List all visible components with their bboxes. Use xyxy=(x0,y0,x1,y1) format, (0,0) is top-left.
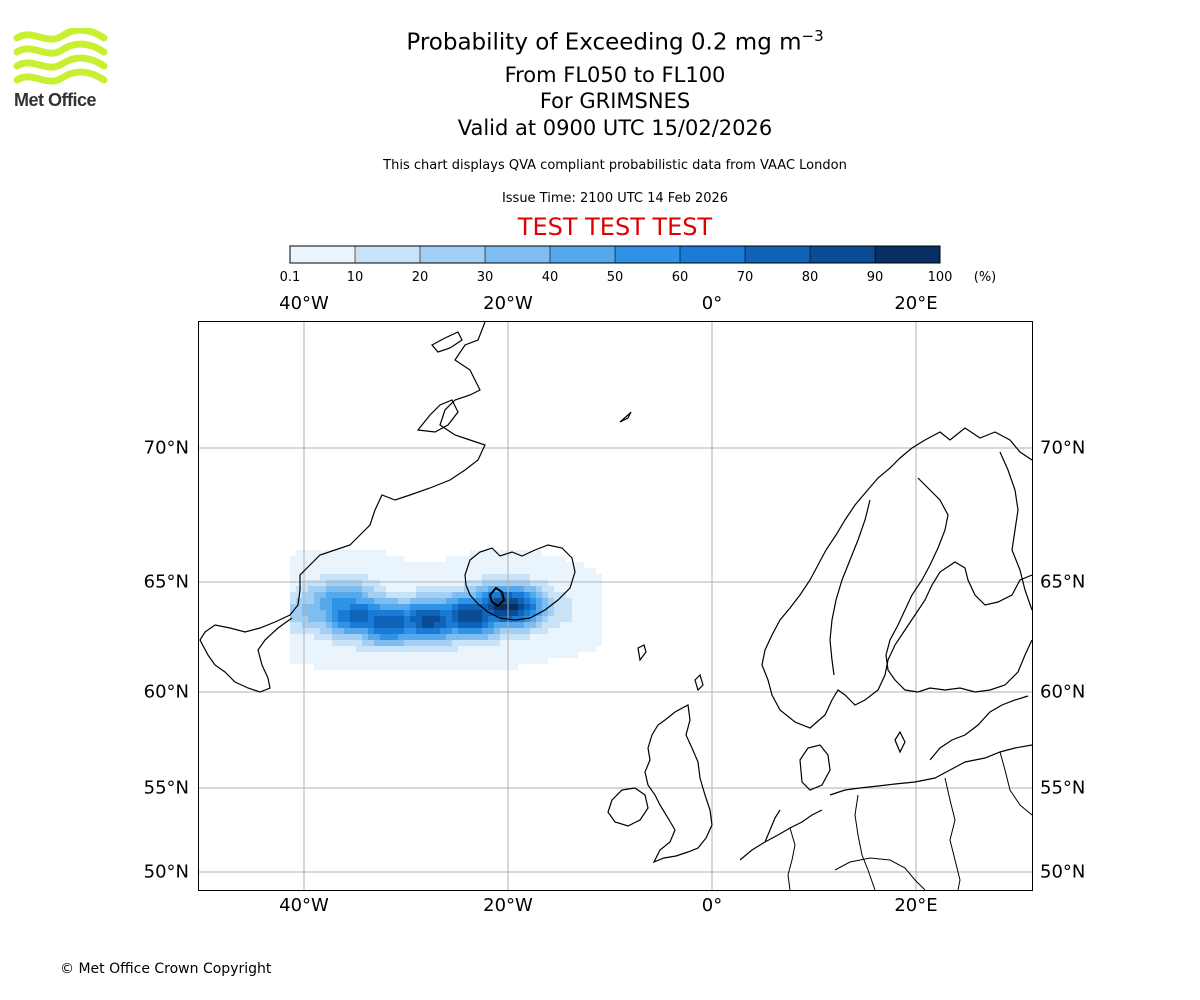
lon-label-top: 20°W xyxy=(483,293,533,314)
chart-title-superscript: −3 xyxy=(801,27,824,45)
lat-label-right: 55°N xyxy=(1040,777,1086,799)
colorbar-tick-label: 100 xyxy=(927,270,953,285)
test-banner: TEST TEST TEST xyxy=(517,213,713,241)
colorbar-tick-label: 30 xyxy=(476,270,494,285)
lat-label-left: 65°N xyxy=(143,571,189,593)
chart-title-main: Probability of Exceeding 0.2 mg m xyxy=(406,29,802,56)
colorbar-unit: (%) xyxy=(973,270,997,285)
colorbar xyxy=(289,245,941,264)
colorbar-tick-label: 20 xyxy=(411,270,429,285)
lon-label-bottom: 40°W xyxy=(279,895,329,916)
lon-label-bottom: 0° xyxy=(701,895,723,916)
colorbar-swatch xyxy=(615,246,680,263)
map-frame xyxy=(198,321,1033,891)
colorbar-tick-label: 0.1 xyxy=(279,270,301,285)
colorbar-tick-label: 90 xyxy=(866,270,884,285)
colorbar-tick-label: 70 xyxy=(736,270,754,285)
colorbar-tick-label: 50 xyxy=(606,270,624,285)
colorbar-swatch xyxy=(810,246,875,263)
colorbar-swatch xyxy=(290,246,355,263)
colorbar-tick-label: 10 xyxy=(346,270,364,285)
lon-label-top: 20°E xyxy=(894,293,938,314)
colorbar-swatch xyxy=(355,246,420,263)
lat-label-right: 50°N xyxy=(1040,861,1086,883)
lat-label-left: 60°N xyxy=(143,681,189,703)
lat-label-right: 70°N xyxy=(1040,437,1086,459)
colorbar-swatch xyxy=(745,246,810,263)
met-office-wave-logo-icon xyxy=(13,28,108,85)
colorbar-ticks xyxy=(354,246,876,263)
lat-label-left: 55°N xyxy=(143,777,189,799)
lat-label-left: 50°N xyxy=(143,861,189,883)
colorbar-swatch xyxy=(485,246,550,263)
colorbar-swatches xyxy=(290,246,940,263)
issue-time: Issue Time: 2100 UTC 14 Feb 2026 xyxy=(501,191,729,206)
lon-label-top: 0° xyxy=(701,293,723,314)
compliance-note: This chart displays QVA compliant probab… xyxy=(383,158,847,173)
colorbar-tick-label: 80 xyxy=(801,270,819,285)
colorbar-tick-label: 60 xyxy=(671,270,689,285)
colorbar-swatch xyxy=(875,246,940,263)
colorbar-swatch xyxy=(550,246,615,263)
lat-label-right: 60°N xyxy=(1040,681,1086,703)
chart-title: Probability of Exceeding 0.2 mg m−3 xyxy=(0,27,1200,56)
lat-label-left: 70°N xyxy=(143,437,189,459)
flight-level-range: From FL050 to FL100 xyxy=(504,63,726,87)
lat-label-right: 65°N xyxy=(1040,571,1086,593)
logo-text: Met Office xyxy=(14,90,97,110)
colorbar-swatch xyxy=(680,246,745,263)
colorbar-tick-label: 40 xyxy=(541,270,559,285)
copyright: © Met Office Crown Copyright xyxy=(60,961,272,977)
lon-label-bottom: 20°E xyxy=(894,895,938,916)
lon-label-bottom: 20°W xyxy=(483,895,533,916)
colorbar-swatch xyxy=(420,246,485,263)
lon-label-top: 40°W xyxy=(279,293,329,314)
valid-time: Valid at 0900 UTC 15/02/2026 xyxy=(457,116,773,140)
location-name: For GRIMSNES xyxy=(539,89,691,113)
